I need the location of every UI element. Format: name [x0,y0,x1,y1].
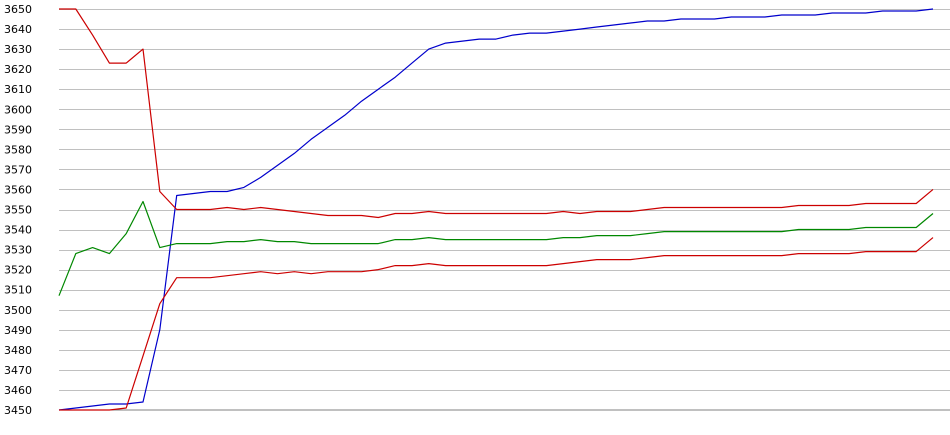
y-tick-label: 3460 [4,384,32,397]
y-tick-label: 3650 [4,3,32,16]
y-tick-label: 3580 [4,143,32,156]
y-tick-label: 3500 [4,304,32,317]
series-line-3 [58,200,934,296]
y-tick-label: 3590 [4,123,32,136]
series-line-1 [58,8,934,411]
y-tick-label: 3450 [4,404,32,417]
y-tick-label: 3480 [4,344,32,357]
y-tick-label: 3560 [4,183,32,196]
y-tick-label: 3550 [4,204,32,217]
y-tick-label: 3640 [4,23,32,36]
y-tick-label: 3570 [4,163,32,176]
y-tick-labels: 3450 3460 3470 3480 3490 3500 3510 3520 3530 3540… [4,3,32,417]
series-lines [58,8,934,411]
y-tick-label: 3630 [4,43,32,56]
y-tick-label: 3530 [4,244,32,257]
y-tick-label: 3610 [4,83,32,96]
y-tick-label: 3470 [4,364,32,377]
y-tick-label: 3600 [4,103,32,116]
y-tick-label: 3540 [4,224,32,237]
series-line-2 [59,8,934,219]
y-tick-label: 3520 [4,264,32,277]
y-tick-label: 3620 [4,63,32,76]
y-tick-label: 3490 [4,324,32,337]
y-tick-label: 3510 [4,284,32,297]
series-line-4 [59,237,934,411]
gridlines [59,9,950,391]
